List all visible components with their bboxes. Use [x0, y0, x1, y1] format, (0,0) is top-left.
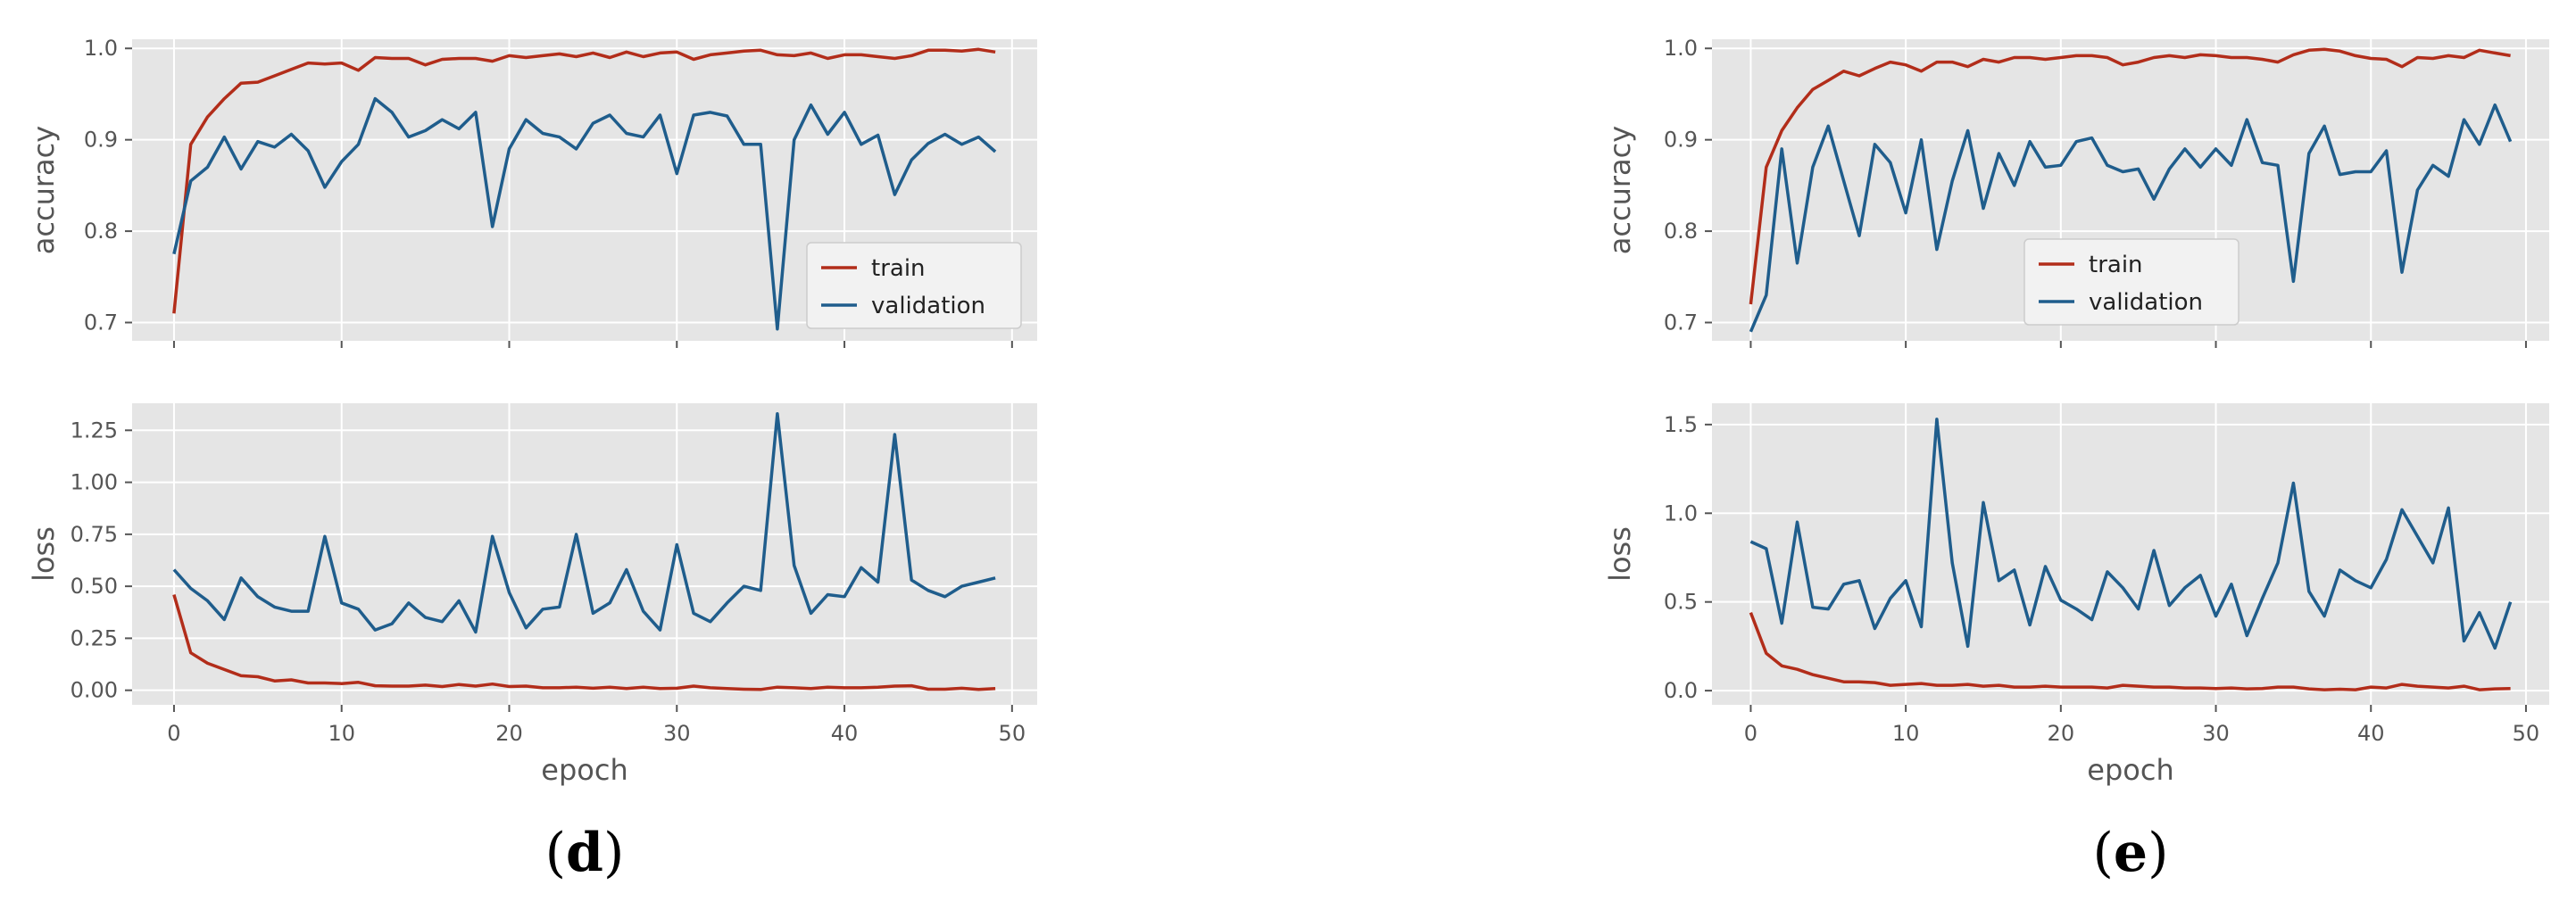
panel-e-loss-y-tick-label: 0.0 — [1664, 678, 1698, 703]
panel-d-accuracy-y-tick-label: 0.8 — [84, 219, 118, 244]
panel-e-loss-y-tick-label: 1.5 — [1664, 412, 1698, 437]
panel-d-loss-ylabel: loss — [27, 526, 61, 582]
panel-d-loss-y-tick-label: 0.00 — [71, 678, 118, 703]
panel-d-accuracy-legend-label-validation: validation — [871, 293, 985, 319]
panel-e-loss-plot-area — [1712, 403, 2549, 705]
panel-e-accuracy-series-validation — [1749, 103, 2513, 333]
panel-d-caption: (d) — [545, 822, 625, 884]
panel-d-loss-y-tick-label: 0.50 — [71, 574, 118, 599]
panel-e-accuracy-y-tick-label: 0.8 — [1664, 219, 1698, 244]
panel-e-accuracy-y-tick-label: 0.9 — [1664, 128, 1698, 153]
panel-e-loss-x-tick-label: 50 — [2513, 721, 2540, 746]
panel-e-accuracy-legend-label-validation: validation — [2089, 289, 2203, 316]
panel-e-loss-ylabel: loss — [1603, 526, 1637, 582]
panel-e-loss-series-train — [1749, 611, 2511, 691]
panel-d-accuracy-y-tick-label: 0.7 — [84, 310, 118, 335]
panel-d-loss-x-tick-label: 40 — [831, 721, 859, 746]
panel-e-accuracy-legend-label-train: train — [2089, 252, 2143, 278]
panel-e-accuracy-y-tick-label: 1.0 — [1664, 36, 1698, 61]
panel-e-loss-x-tick-label: 20 — [2048, 721, 2075, 746]
panel-d-loss-x-tick-label: 20 — [495, 721, 523, 746]
panel-d-loss-x-tick-label: 10 — [328, 721, 355, 746]
panel-d-loss-plot-area — [132, 403, 1037, 705]
panel-e-loss-x-tick-label: 10 — [1892, 721, 1920, 746]
panel-e-loss-y-tick-label: 1.0 — [1664, 501, 1698, 525]
panel-d-loss-series-train — [172, 594, 996, 691]
panel-e-loss-x-tick-label: 0 — [1744, 721, 1757, 746]
panel-e-xlabel: epoch — [2087, 753, 2173, 787]
panel-d-xlabel: epoch — [541, 753, 627, 787]
panel-d-accuracy-y-tick-label: 1.0 — [84, 36, 118, 61]
panel-d-loss-x-tick-label: 0 — [167, 721, 180, 746]
panel-d-accuracy-y-tick-label: 0.9 — [84, 128, 118, 153]
panel-d-loss-y-tick-label: 0.75 — [71, 522, 118, 547]
panel-e-loss-y-tick-label: 0.5 — [1664, 590, 1698, 615]
panel-d-loss-x-tick-label: 30 — [663, 721, 691, 746]
panel-d-loss-y-tick-label: 0.25 — [71, 625, 118, 650]
panel-e-accuracy-legend — [2023, 238, 2239, 326]
panel-e-accuracy-ylabel: accuracy — [1603, 126, 1637, 254]
panel-d-accuracy-ylabel: accuracy — [27, 126, 61, 254]
panel-e-loss-x-tick-label: 40 — [2357, 721, 2385, 746]
panel-d-accuracy-legend-label-train: train — [871, 255, 926, 282]
panel-d-accuracy-series-train — [172, 47, 996, 314]
panel-e-accuracy-series-train — [1749, 47, 2511, 305]
panel-e-caption: (e) — [2092, 822, 2168, 884]
panel-d-accuracy-series-validation — [172, 96, 997, 331]
panel-d-loss-x-tick-label: 50 — [999, 721, 1026, 746]
panel-d-accuracy-legend — [806, 242, 1022, 329]
panel-e-accuracy-y-tick-label: 0.7 — [1664, 310, 1698, 335]
panel-e-loss-x-tick-label: 30 — [2202, 721, 2230, 746]
panel-d-loss-y-tick-label: 1.25 — [71, 418, 118, 443]
panel-d-loss-series-validation — [172, 411, 996, 634]
panel-d-loss-y-tick-label: 1.00 — [71, 470, 118, 495]
panel-e-loss-series-validation — [1749, 418, 2513, 650]
